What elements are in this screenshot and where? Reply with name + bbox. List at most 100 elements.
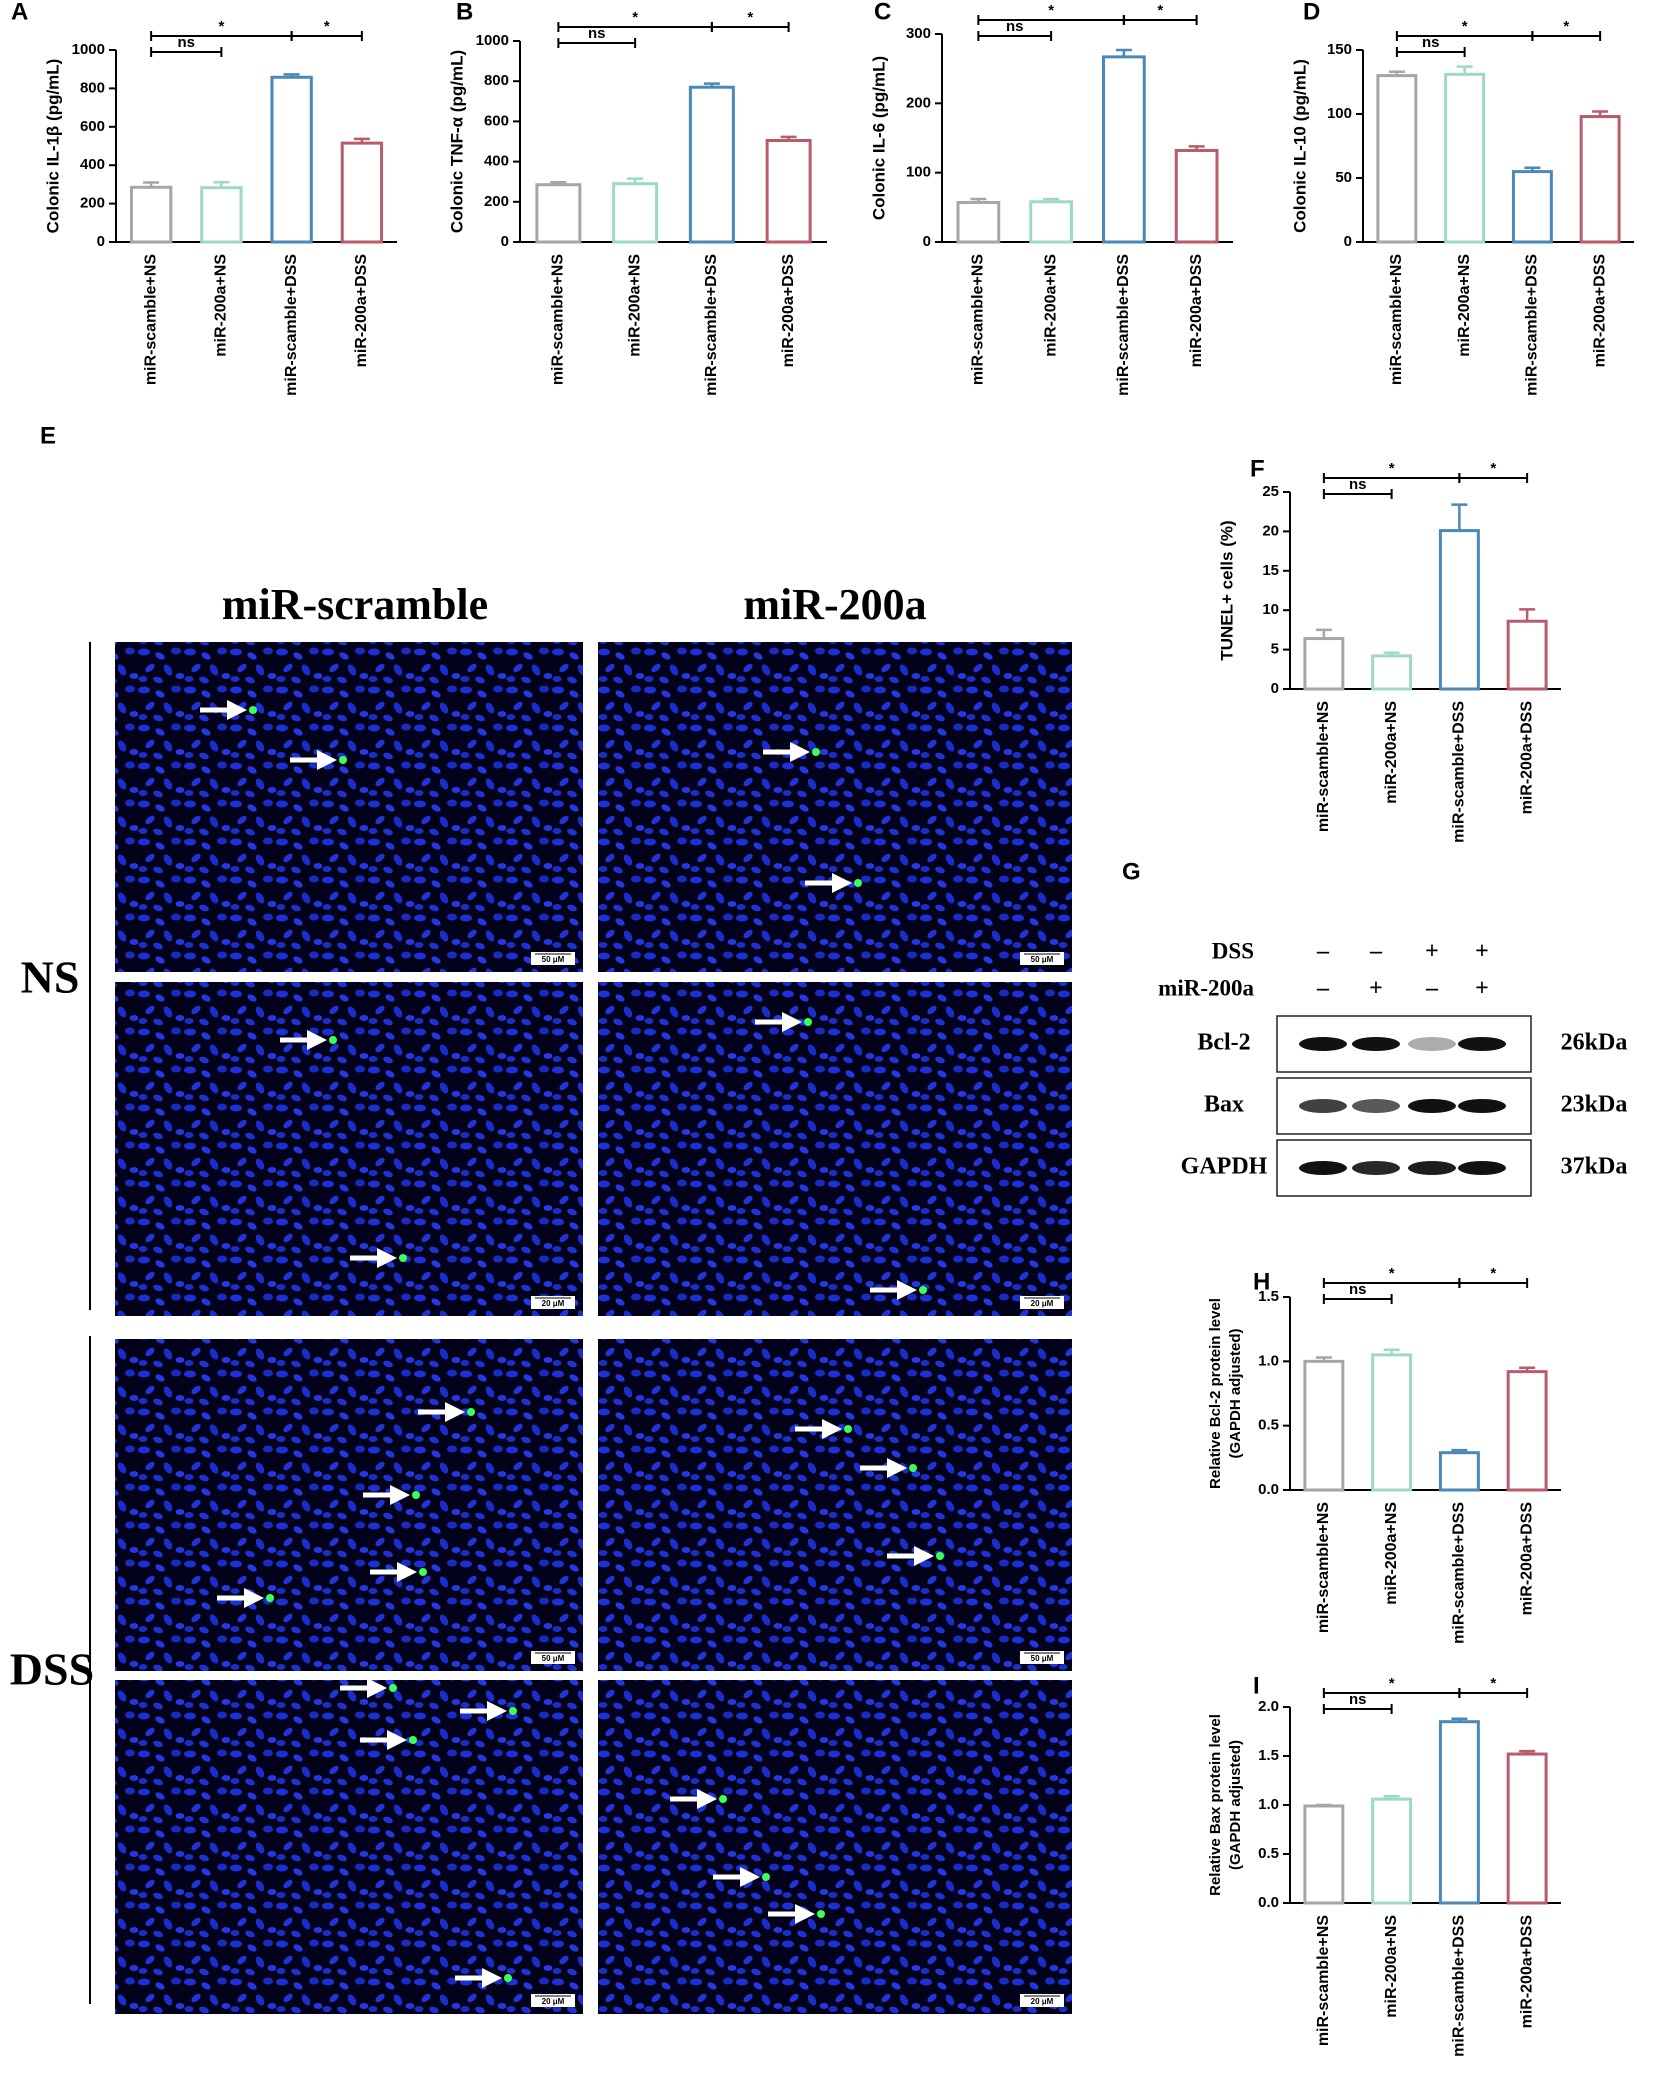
positive-cell: [409, 1736, 417, 1744]
positive-cell: [419, 1568, 427, 1576]
y-tick-label: 0: [501, 233, 509, 250]
y-tick-label: 1.5: [1258, 1747, 1279, 1764]
bar: [1506, 1752, 1548, 1905]
y-tick-label: 200: [906, 94, 931, 111]
panel-label: F: [1250, 455, 1265, 482]
significance-label: *: [1389, 460, 1395, 477]
scale-bar-box: [1020, 1296, 1064, 1309]
y-tick-label: 0: [1344, 233, 1352, 250]
significance-label: *: [747, 9, 753, 26]
significance-label: *: [1490, 1675, 1496, 1692]
y-tick-label: 1.0: [1258, 1352, 1279, 1369]
significance-label: *: [1490, 460, 1496, 477]
y-axis-label: Colonic IL-6 (pg/mL): [869, 56, 888, 220]
panel-label: D: [1303, 0, 1320, 25]
positive-cell: [909, 1464, 917, 1472]
x-tick-label: miR-scamble+DSS: [703, 254, 720, 396]
positive-cell: [509, 1707, 517, 1715]
positive-cell: [719, 1795, 727, 1803]
panel-label: I: [1253, 1672, 1260, 1699]
x-tick-label: miR-scamble+DSS: [1451, 1915, 1468, 2057]
scale-bar-label: 20 μM: [1031, 1299, 1054, 1308]
error-bar: [1451, 503, 1468, 531]
treatment-sign: +: [1425, 939, 1439, 965]
treatment-sign: –: [1316, 939, 1330, 965]
bar: [1579, 115, 1621, 244]
micrograph: [598, 642, 1072, 972]
x-tick-label: miR-scamble+NS: [550, 254, 567, 385]
significance-bracket: [1531, 31, 1602, 41]
significance-bracket: [1322, 1704, 1393, 1714]
error-bar: [1188, 145, 1205, 151]
panel-label: B: [456, 0, 473, 25]
bar: [270, 75, 313, 244]
x-tick-label: miR-scamble+NS: [1315, 1502, 1332, 1633]
significance-bracket: [977, 31, 1053, 41]
bar: [1438, 529, 1480, 691]
y-axis-label: Colonic IL-10 (pg/mL): [1290, 59, 1309, 233]
error-bar: [143, 181, 160, 188]
scale-bar-box: [531, 1296, 575, 1309]
y-tick-label: 1.5: [1258, 1288, 1279, 1305]
positive-cell: [844, 1425, 852, 1433]
error-bar: [1519, 608, 1536, 622]
significance-bracket: [1458, 473, 1529, 483]
treatment-sign: –: [1369, 939, 1383, 965]
bar: [340, 141, 384, 244]
blot-band: [1352, 1161, 1400, 1175]
bar: [1506, 1370, 1548, 1492]
positive-cell: [817, 1910, 825, 1918]
blot-band: [1408, 1037, 1456, 1051]
scale-bar-box: [531, 1994, 575, 2007]
positive-cell: [467, 1408, 475, 1416]
significance-label: *: [1389, 1675, 1395, 1692]
x-tick-label: miR-200a+NS: [1042, 254, 1059, 357]
y-tick-label: 20: [1262, 522, 1279, 539]
y-tick-label: 2.0: [1258, 1698, 1279, 1715]
treatment-sign: –: [1425, 976, 1439, 1002]
x-tick-label: miR-200a+DSS: [353, 254, 370, 368]
micrograph: [115, 982, 583, 1316]
blot-size: 26kDa: [1561, 1030, 1628, 1056]
x-tick-label: miR-scamble+DSS: [1115, 254, 1132, 396]
error-bar: [1592, 110, 1609, 117]
error-bar: [703, 82, 720, 88]
x-tick-label: miR-scamble+NS: [970, 254, 987, 385]
scale-bar-box: [1020, 952, 1064, 965]
x-tick-label: miR-scamble+NS: [142, 254, 159, 385]
y-tick-label: 200: [484, 193, 509, 210]
scale-bar-label: 50 μM: [542, 1654, 565, 1663]
scale-bar-label: 50 μM: [1031, 955, 1054, 964]
y-tick-label: 200: [80, 195, 105, 212]
error-bar: [627, 177, 644, 184]
y-axis-label: (GAPDH adjusted): [1227, 1328, 1244, 1458]
scale-bar-label: 50 μM: [1031, 1654, 1054, 1663]
significance-bracket: [1458, 1688, 1529, 1698]
y-tick-label: 150: [1327, 41, 1352, 58]
positive-cell: [854, 879, 862, 887]
blot-band: [1352, 1037, 1400, 1051]
significance-label: ns: [1349, 1281, 1367, 1298]
error-bar: [1451, 1717, 1468, 1722]
x-tick-label: miR-200a+NS: [626, 254, 643, 357]
x-tick-label: miR-200a+DSS: [1188, 254, 1205, 368]
x-tick-label: miR-200a+DSS: [1518, 701, 1535, 815]
significance-label: *: [1048, 2, 1054, 19]
positive-cell: [339, 756, 347, 764]
treatment-label: miR-200a: [1158, 975, 1254, 1000]
error-bar: [1524, 166, 1541, 172]
y-tick-label: 300: [906, 25, 931, 42]
significance-bracket: [1395, 47, 1466, 57]
micrograph: [598, 982, 1072, 1316]
x-tick-label: miR-scamble+DSS: [283, 254, 300, 396]
panel-label: E: [40, 422, 56, 449]
y-tick-label: 600: [80, 118, 105, 135]
y-tick-label: 1000: [72, 41, 105, 58]
x-tick-label: miR-200a+DSS: [1591, 254, 1608, 368]
blot-band: [1408, 1099, 1456, 1113]
significance-bracket: [1322, 1294, 1393, 1304]
y-axis-label: Colonic IL-1β (pg/mL): [43, 59, 62, 234]
x-tick-label: miR-scamble+NS: [1388, 254, 1405, 385]
error-bar: [1315, 1356, 1332, 1362]
